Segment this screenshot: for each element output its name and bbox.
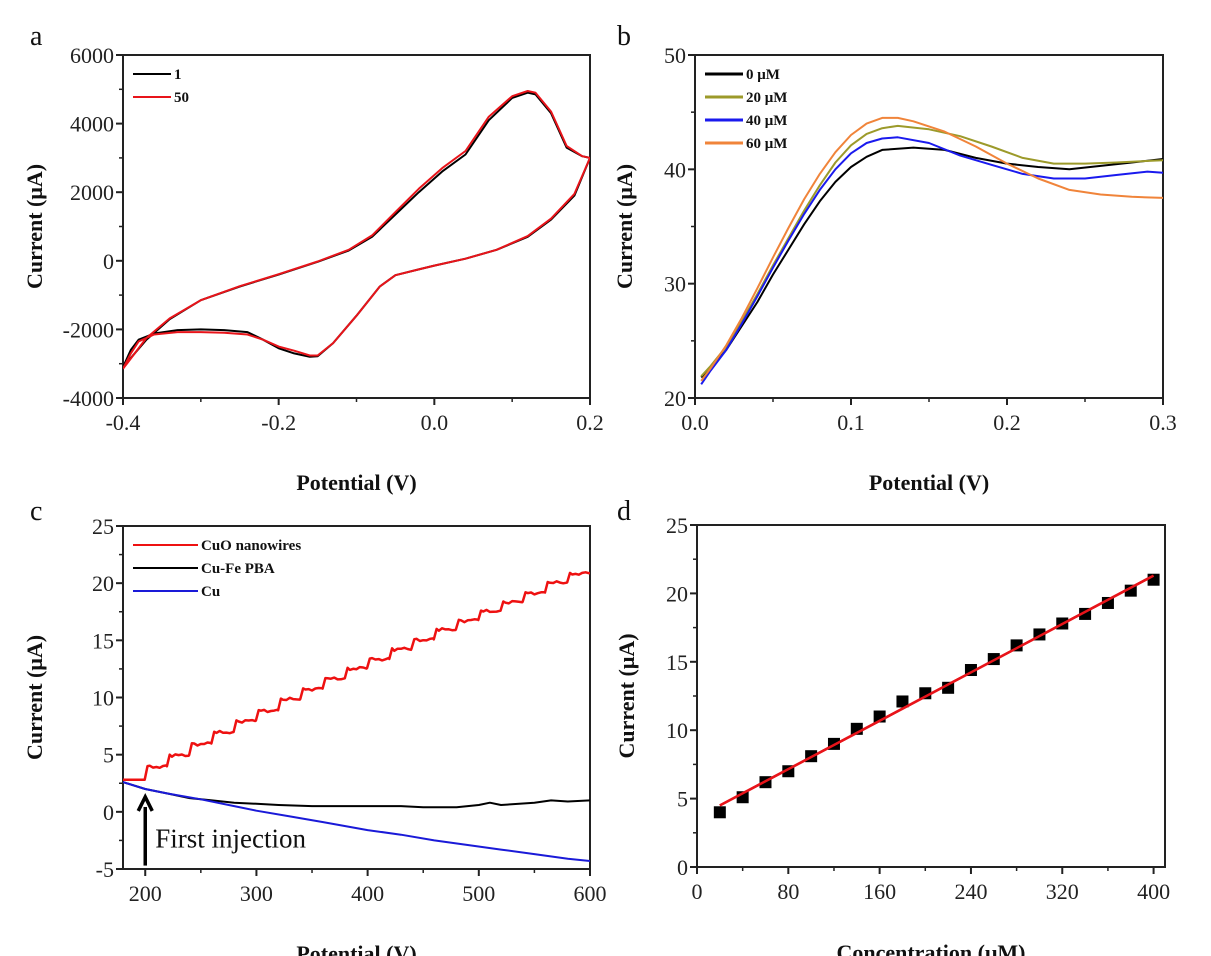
- series-line-1: [123, 91, 590, 368]
- x-tick-label: 240: [954, 879, 987, 904]
- series-line-0-m: [700, 146, 1163, 379]
- x-axis-title: Potential (V): [296, 941, 416, 956]
- legend-label: Cu: [201, 584, 220, 600]
- y-tick-label: 2000: [70, 180, 114, 205]
- y-tick-label: 25: [666, 513, 688, 538]
- y-tick-label: -2000: [63, 317, 114, 342]
- plot-area: [123, 90, 590, 370]
- series-line-20-m: [700, 124, 1163, 377]
- panel-label: c: [30, 496, 42, 527]
- legend-label: Cu-Fe PBA: [201, 561, 275, 577]
- data-point: [713, 806, 726, 819]
- y-tick-label: 20: [664, 386, 686, 411]
- series-line-50: [123, 90, 590, 370]
- legend-label: 0 μM: [746, 67, 780, 83]
- x-tick-label: 600: [574, 881, 607, 906]
- y-tick-label: 5: [677, 787, 688, 812]
- legend-label: CuO nanowires: [201, 538, 301, 554]
- series-line-60-m: [700, 116, 1163, 382]
- y-tick-label: 10: [92, 686, 114, 711]
- x-tick-label: 0.2: [993, 410, 1021, 435]
- x-tick-label: 200: [129, 881, 162, 906]
- x-tick-label: -0.4: [106, 410, 141, 435]
- y-tick-label: 25: [92, 514, 114, 539]
- legend-label: 50: [174, 90, 189, 106]
- plot-area: [700, 116, 1163, 385]
- panel-c: c 200 300 400 500 600 -5 0 5 10 15 20 25 Potential (V…: [22, 496, 607, 956]
- x-tick-label: 0.0: [421, 410, 449, 435]
- series-line-40-m: [700, 136, 1163, 385]
- x-axis-title: Concentration (μM): [836, 940, 1025, 956]
- x-tick-label: -0.2: [261, 410, 296, 435]
- annotation-text: First injection: [155, 824, 306, 854]
- x-tick-label: 0.2: [576, 410, 604, 435]
- plot-frame: [122, 54, 591, 399]
- injection-arrow-head: [136, 793, 154, 812]
- x-tick-label: 400: [351, 881, 384, 906]
- plot-frame: [694, 54, 1164, 399]
- y-axis-title: Current (μA): [612, 164, 637, 289]
- x-tick-label: 400: [1137, 879, 1170, 904]
- data-point: [896, 695, 909, 708]
- series-line-cu-fe-pba: [123, 781, 590, 809]
- panel-a: a -0.4 -0.2 0.0 0.2 -4000 -2000 0 2000 4000 6000 Po…: [22, 21, 604, 495]
- y-tick-label: 20: [92, 571, 114, 596]
- y-axis-title: Current (μA): [614, 633, 639, 758]
- y-tick-label: 0: [103, 800, 114, 825]
- x-tick-label: 300: [240, 881, 273, 906]
- legend-label: 20 μM: [746, 90, 787, 106]
- x-tick-label: 160: [863, 879, 896, 904]
- x-axis-title: Potential (V): [869, 470, 989, 495]
- y-axis-title: Current (μA): [22, 635, 47, 760]
- x-tick-label: 80: [777, 879, 799, 904]
- y-tick-label: 15: [92, 628, 114, 653]
- panel-b: b 0.0 0.1 0.2 0.3 20 30 40 50 Potential (V) Curren…: [612, 21, 1177, 495]
- x-tick-label: 0: [692, 879, 703, 904]
- y-tick-label: 6000: [70, 43, 114, 68]
- series-line-cuo-nanowires: [123, 571, 590, 782]
- x-tick-label: 320: [1046, 879, 1079, 904]
- y-tick-label: 0: [677, 855, 688, 880]
- y-tick-label: 50: [664, 43, 686, 68]
- y-tick-label: -4000: [63, 386, 114, 411]
- x-tick-label: 0.3: [1149, 410, 1177, 435]
- x-tick-label: 0.1: [837, 410, 865, 435]
- y-tick-label: 40: [664, 157, 686, 182]
- data-point: [1147, 573, 1160, 586]
- data-point: [1124, 584, 1137, 597]
- series-line-cu: [123, 781, 590, 862]
- panel-label: a: [30, 21, 43, 52]
- panel-label: d: [617, 496, 631, 527]
- y-tick-label: 10: [666, 718, 688, 743]
- x-tick-label: 0.0: [681, 410, 709, 435]
- y-tick-label: 15: [666, 650, 688, 675]
- y-tick-label: 30: [664, 272, 686, 297]
- y-tick-label: -5: [96, 857, 114, 882]
- legend-label: 60 μM: [746, 136, 787, 152]
- x-tick-label: 500: [462, 881, 495, 906]
- plot-frame: [122, 525, 591, 870]
- plot-area: [713, 573, 1160, 819]
- legend-label: 40 μM: [746, 113, 787, 129]
- y-axis-title: Current (μA): [22, 164, 47, 289]
- y-tick-label: 5: [103, 743, 114, 768]
- y-tick-label: 0: [103, 249, 114, 274]
- y-tick-label: 20: [666, 581, 688, 606]
- y-tick-label: 4000: [70, 112, 114, 137]
- plot-area: [123, 571, 590, 862]
- panel-d: d 0 80 160 240 320 400 0 5 10 15 20 25 Concentration …: [614, 496, 1170, 956]
- panel-label: b: [617, 21, 631, 52]
- x-axis-title: Potential (V): [296, 470, 416, 495]
- legend-label: 1: [174, 67, 182, 83]
- fit-line-overlay: [719, 574, 1155, 807]
- data-point: [1101, 596, 1114, 609]
